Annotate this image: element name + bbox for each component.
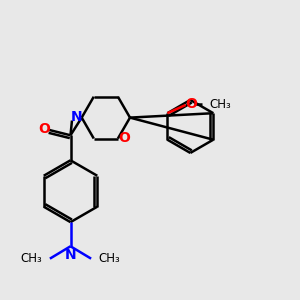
Text: N: N <box>70 110 82 124</box>
Text: O: O <box>118 130 130 145</box>
Text: O: O <box>38 122 50 136</box>
Text: CH₃: CH₃ <box>21 252 43 265</box>
Text: O: O <box>185 97 197 111</box>
Text: CH₃: CH₃ <box>98 252 120 265</box>
Text: CH₃: CH₃ <box>209 98 231 111</box>
Text: N: N <box>65 248 76 262</box>
